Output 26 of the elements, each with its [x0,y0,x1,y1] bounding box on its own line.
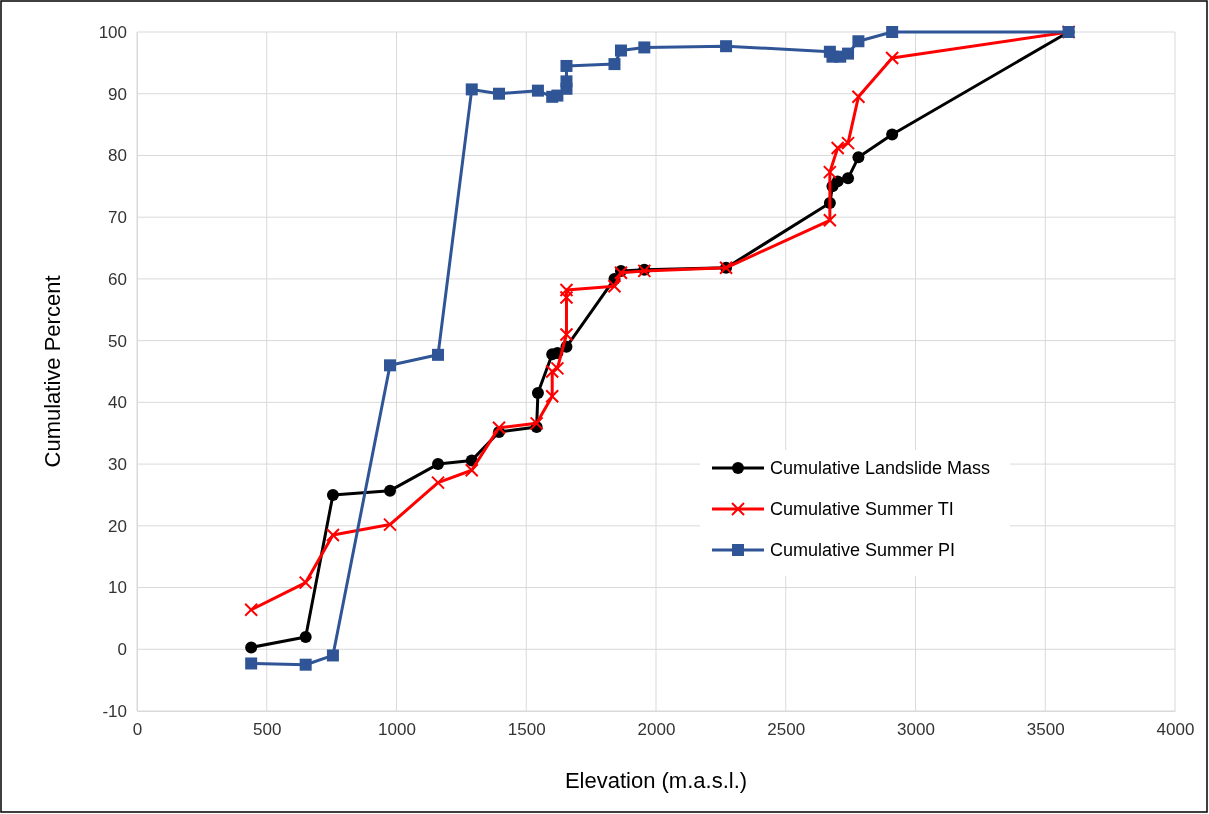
y-tick-label: 40 [108,393,127,413]
x-tick-label: 3000 [897,720,935,740]
x-tick-label: 0 [132,720,143,740]
y-axis-title: Cumulative Percent [40,275,65,468]
x-tick-label: 4000 [1156,720,1195,740]
x-tick-label: 1000 [378,720,416,740]
x-tick-label: 2000 [637,720,676,740]
x-tick-label: 3500 [1026,720,1065,740]
x-tick-label: 1500 [507,720,546,740]
y-tick-label: 90 [108,84,127,104]
x-tick-label: 500 [253,720,282,740]
x-axis-title: Elevation (m.a.s.l.) [564,768,748,793]
y-tick-label: 60 [108,269,127,289]
y-tick-label: -10 [102,701,127,721]
y-tick-label: 20 [108,516,127,536]
y-tick-label: 50 [108,331,127,351]
y-tick-label: 70 [108,208,127,228]
y-tick-label: 10 [108,578,127,598]
legend-label: Cumulative Landslide Mass [770,458,991,478]
legend-label: Cumulative Summer PI [770,540,956,560]
y-tick-label: 100 [98,22,127,42]
legend-label: Cumulative Summer TI [770,499,954,519]
y-tick-label: 30 [108,455,127,475]
x-tick-label: 2500 [767,720,806,740]
y-tick-label: 80 [108,146,127,166]
y-tick-label: 0 [117,640,127,660]
